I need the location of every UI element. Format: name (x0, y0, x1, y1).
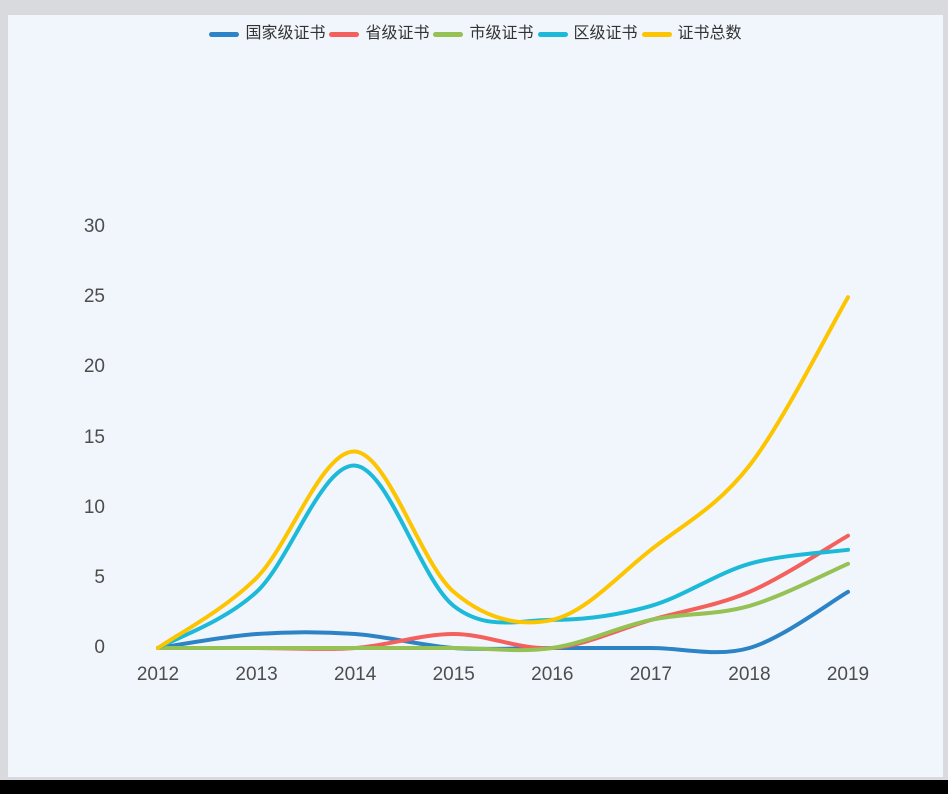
y-tick-label: 0 (94, 637, 105, 658)
legend-item-label: 省级证书 (365, 25, 430, 42)
y-tick-label: 25 (83, 286, 105, 308)
line-chart-plot (156, 295, 850, 655)
legend-item-5[interactable]: 证书总数 (641, 24, 742, 44)
x-tick-label: 2018 (728, 664, 771, 685)
legend-item-label: 区级证书 (573, 25, 638, 42)
bottom-black-bar (0, 780, 948, 794)
legend-item-3[interactable]: 市级证书 (433, 24, 534, 44)
series-line-5 (156, 295, 850, 650)
series-line-3 (156, 561, 850, 653)
x-tick-label: 2017 (629, 664, 672, 685)
y-tick-label: 10 (83, 496, 105, 518)
x-tick-label: 2013 (235, 664, 278, 685)
chart-legend: 国家级证书 省级证书 市级证书 区级证书 证书总数 (8, 24, 943, 44)
chart-card: 国家级证书 省级证书 市级证书 区级证书 证书总数 0 5 10 15 20 25 30 2012 2… (8, 15, 943, 777)
y-tick-label: 20 (83, 356, 105, 378)
y-tick-label: 5 (94, 566, 105, 588)
legend-item-label: 国家级证书 (245, 25, 326, 42)
legend-line-marker (329, 31, 360, 37)
y-tick-label: 30 (83, 216, 105, 237)
x-tick-label: 2019 (826, 664, 870, 685)
legend-item-2[interactable]: 省级证书 (329, 24, 429, 44)
x-tick-label: 2015 (432, 664, 475, 685)
x-tick-label: 2012 (136, 664, 180, 685)
x-tick-label: 2014 (334, 664, 377, 685)
x-tick-label: 2016 (531, 664, 574, 685)
series-line-4 (156, 463, 850, 650)
legend-line-marker (641, 31, 672, 37)
legend-line-marker (433, 31, 464, 37)
legend-line-marker (537, 31, 568, 37)
legend-item-4[interactable]: 区级证书 (537, 24, 638, 44)
legend-item-label: 市级证书 (469, 25, 534, 42)
legend-item-label: 证书总数 (677, 25, 742, 42)
legend-item-1[interactable]: 国家级证书 (209, 24, 325, 44)
y-tick-label: 15 (83, 426, 105, 448)
legend-line-marker (209, 31, 240, 37)
